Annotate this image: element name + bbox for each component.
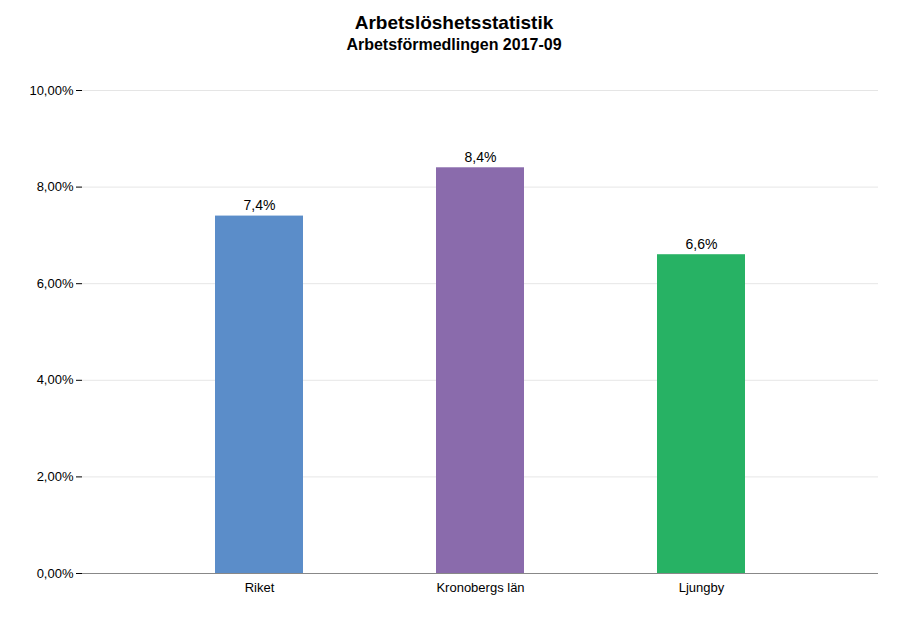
svg-text:2,00%: 2,00% xyxy=(37,469,74,484)
html-text:Arbetsförmedlingen 2017-09: Arbetsförmedlingen 2017-09 xyxy=(346,36,562,53)
svg-text:7,4%: 7,4% xyxy=(244,197,276,213)
svg-text:Kronobergs län: Kronobergs län xyxy=(436,580,524,595)
svg-text:10,00%: 10,00% xyxy=(29,83,74,98)
svg-text:8,00%: 8,00% xyxy=(37,179,74,194)
svg-text:0,00%: 0,00% xyxy=(37,566,74,581)
svg-text:4,00%: 4,00% xyxy=(37,372,74,387)
svg-text:Riket: Riket xyxy=(245,580,275,595)
svg-text:Ljungby: Ljungby xyxy=(679,580,725,595)
svg-text:6,00%: 6,00% xyxy=(37,276,74,291)
svg-text:8,4%: 8,4% xyxy=(465,149,497,165)
svg-text:6,6%: 6,6% xyxy=(686,236,718,252)
html-text:Arbetslöshetsstatistik: Arbetslöshetsstatistik xyxy=(354,12,554,33)
